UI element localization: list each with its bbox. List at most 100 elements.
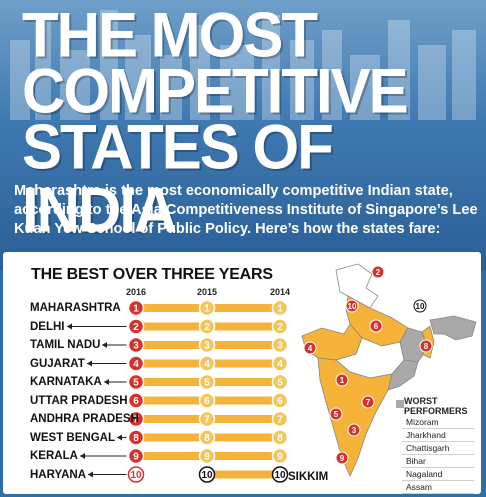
rank-number: 6: [133, 396, 139, 407]
map-rank-number: 5: [334, 410, 339, 419]
skyline-decoration: [10, 10, 476, 120]
rank-number: 10: [130, 470, 142, 481]
rank-marker: [271, 318, 289, 335]
state-label: DELHI: [30, 320, 65, 333]
rank-number: 5: [133, 378, 139, 389]
state-label: ANDHRA PRADESH: [30, 413, 139, 425]
rank-marker: [127, 429, 145, 446]
state-arrow: [87, 360, 92, 367]
rank-number: 1: [133, 304, 139, 315]
rank-number: 9: [133, 452, 139, 463]
rank-number: 5: [204, 378, 210, 389]
rank-marker: [127, 447, 145, 465]
rank-marker: [271, 447, 289, 465]
title-line-2: COMPETITIVE: [22, 55, 409, 127]
rank-number: 3: [204, 341, 210, 352]
rank-marker: [271, 299, 289, 317]
rank-marker: [271, 429, 289, 446]
map-rank-marker: [335, 373, 349, 387]
state-arrow: [88, 471, 93, 478]
rank-number: 4: [133, 359, 139, 370]
rank-marker: [127, 410, 145, 428]
map-rank-number: 10: [416, 302, 425, 311]
map-rank-marker: [345, 299, 359, 313]
rank-number: 6: [204, 396, 210, 407]
state-label: HARYANA: [30, 468, 87, 481]
rank-marker: [127, 373, 145, 391]
rank-marker: [127, 318, 145, 335]
rank-marker: [127, 392, 145, 409]
rank-marker: [127, 336, 145, 354]
list-item: Mizoram: [402, 416, 474, 429]
rank-marker: [198, 318, 216, 335]
year-label-2014: 2014: [269, 287, 291, 297]
map-rank-marker: [303, 341, 317, 355]
state-label: GUJARAT: [30, 357, 85, 370]
chart-title: THE BEST OVER THREE YEARS: [31, 266, 273, 283]
rank-marker: [271, 392, 289, 409]
rank-marker: [198, 466, 216, 483]
rank-number: 4: [204, 359, 210, 370]
worst-performers-swatch: [396, 400, 404, 408]
rank-marker: [198, 429, 216, 446]
rank-marker: [198, 299, 216, 317]
rank-number: 2: [133, 322, 139, 333]
state-arrow: [80, 453, 85, 459]
map-northeast: [429, 315, 477, 341]
rank-number: 3: [277, 341, 283, 352]
rank-number: 8: [133, 433, 139, 444]
state-arrow: [104, 379, 109, 385]
year-label-2015: 2015: [196, 287, 218, 297]
rank-marker: [198, 373, 216, 391]
rank-number: 10: [274, 470, 286, 481]
rank-number: 3: [133, 341, 139, 352]
rank-marker: [198, 355, 216, 372]
rank-number: 1: [204, 304, 210, 315]
rank-marker: [271, 373, 289, 391]
rank-number: 9: [277, 452, 283, 463]
rank-marker: [271, 336, 289, 354]
list-item: Bihar: [402, 455, 474, 468]
rank-number: 6: [277, 396, 283, 407]
rank-number: 4: [277, 359, 283, 370]
map-rank-marker: [347, 423, 361, 437]
rank-marker: [198, 410, 216, 428]
state-label: KARNATAKA: [30, 376, 102, 388]
title-line-1: THE MOST: [22, 0, 318, 71]
state-label: KERALA: [30, 450, 78, 462]
state-label: MAHARASHTRA: [30, 302, 121, 314]
map-rank-number: 3: [352, 426, 357, 435]
state-label: UTTAR PRADESH: [30, 394, 128, 407]
rank-number: 2: [277, 322, 283, 333]
state-arrow: [102, 342, 107, 348]
rank-marker: [127, 466, 145, 483]
map-rank-marker: [329, 407, 343, 421]
rank-number: 8: [277, 433, 283, 444]
map-rank-number: 8: [424, 342, 429, 351]
header-background: [0, 0, 486, 270]
map-south: [317, 357, 393, 477]
rank-marker: [271, 355, 289, 372]
title-line-3: STATES OF INDIA: [22, 111, 334, 246]
rank-marker: [198, 447, 216, 465]
sikkim-label: SIKKIM: [288, 471, 329, 483]
rank-number: 5: [277, 378, 283, 389]
rank-number: 2: [204, 322, 210, 333]
map-rank-number: 9: [340, 454, 345, 463]
list-item: Chattisgarh: [402, 442, 474, 455]
worst-performers-list: Mizoram Jharkhand Chattisgarh Bihar Naga…: [402, 416, 474, 494]
rank-number: 8: [204, 433, 210, 444]
map-rank-marker: [419, 339, 433, 353]
map-rank-marker: [371, 265, 385, 279]
rank-number: 7: [204, 415, 210, 426]
state-label: WEST BENGAL: [30, 431, 115, 444]
map-rank-marker: [335, 451, 349, 465]
rank-marker: [198, 336, 216, 354]
rank-number: 10: [201, 470, 213, 481]
map-rank-number: 10: [348, 302, 357, 311]
state-arrow: [67, 323, 72, 330]
map-rank-number: 7: [366, 398, 371, 407]
map-rank-marker: [361, 395, 375, 409]
list-item: Nagaland: [402, 468, 474, 481]
